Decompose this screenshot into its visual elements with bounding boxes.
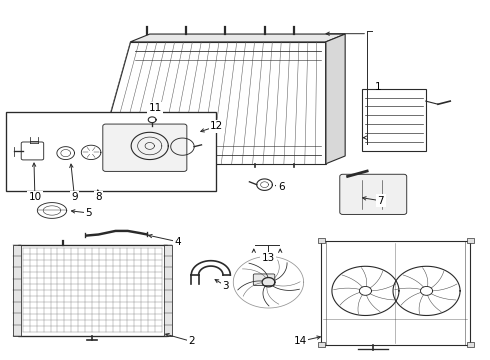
FancyBboxPatch shape — [466, 342, 474, 347]
FancyBboxPatch shape — [466, 238, 474, 243]
Text: 4: 4 — [174, 237, 181, 247]
Bar — [321, 241, 470, 345]
Polygon shape — [130, 34, 345, 42]
Text: 8: 8 — [95, 192, 102, 202]
FancyBboxPatch shape — [318, 238, 325, 243]
Text: 5: 5 — [85, 208, 92, 218]
FancyBboxPatch shape — [21, 142, 44, 160]
Text: 6: 6 — [278, 182, 285, 192]
Text: 11: 11 — [148, 103, 162, 113]
Polygon shape — [326, 34, 345, 164]
Text: 3: 3 — [222, 281, 229, 291]
Text: 9: 9 — [71, 192, 78, 202]
Bar — [362, 89, 426, 151]
Bar — [13, 244, 21, 336]
Bar — [164, 244, 171, 336]
Text: 12: 12 — [210, 121, 223, 131]
Text: 1: 1 — [374, 82, 381, 92]
FancyBboxPatch shape — [318, 342, 325, 347]
Text: 2: 2 — [188, 336, 195, 346]
Text: 10: 10 — [28, 192, 42, 202]
Polygon shape — [96, 42, 326, 164]
Text: 7: 7 — [377, 196, 384, 206]
Text: 13: 13 — [262, 253, 275, 263]
Bar — [18, 244, 167, 336]
Bar — [5, 112, 216, 191]
FancyBboxPatch shape — [253, 274, 275, 285]
FancyBboxPatch shape — [103, 124, 187, 171]
FancyBboxPatch shape — [340, 174, 407, 215]
Text: 14: 14 — [294, 336, 307, 346]
